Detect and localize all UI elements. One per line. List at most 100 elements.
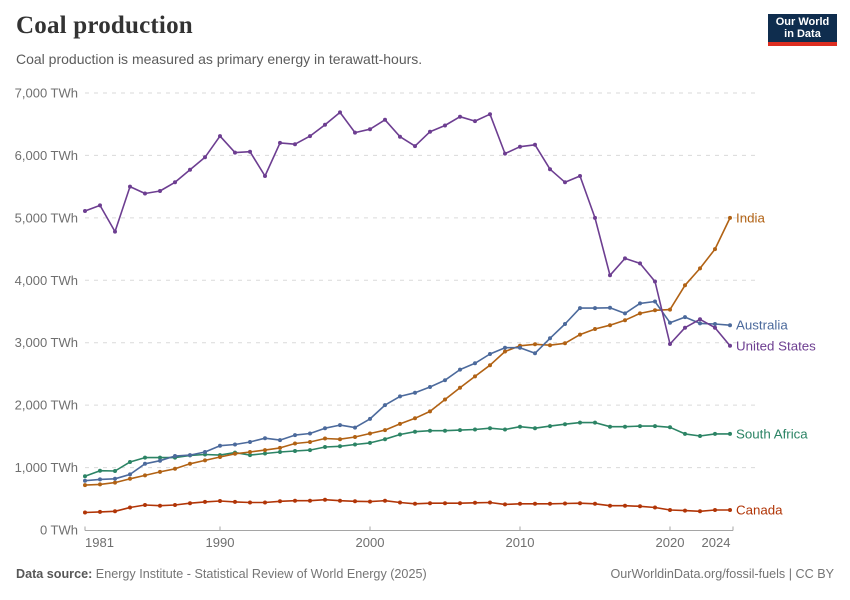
data-point-united-states-2024: [728, 343, 732, 348]
data-point-canada-2008: [488, 500, 492, 505]
data-point-south-africa-1999: [353, 442, 357, 447]
data-point-south-africa-1995: [293, 449, 297, 453]
data-source-label: Data source:: [16, 567, 93, 581]
series-label-australia[interactable]: Australia: [736, 318, 788, 333]
series-label-united-states[interactable]: United States: [736, 338, 816, 353]
license-label: CC BY: [795, 567, 835, 581]
data-point-india-2016: [608, 323, 612, 328]
data-point-australia-1999: [353, 425, 357, 430]
data-point-india-2022: [698, 266, 702, 271]
x-axis-label-1990: 1990: [206, 535, 235, 550]
data-point-united-states-1996: [308, 134, 312, 139]
data-point-australia-1989: [203, 450, 207, 454]
data-point-south-africa-1986: [158, 455, 162, 460]
data-point-india-2013: [563, 341, 567, 346]
data-point-canada-2011: [533, 501, 537, 506]
data-point-india-2008: [488, 363, 492, 368]
data-point-australia-1990: [218, 443, 222, 448]
data-point-canada-1983: [113, 509, 117, 514]
data-point-united-states-2019: [653, 279, 657, 284]
data-point-canada-2003: [413, 501, 417, 506]
data-point-united-states-2010: [518, 144, 522, 149]
data-point-south-africa-2006: [458, 428, 462, 433]
data-point-canada-1988: [188, 501, 192, 506]
owid-url-link[interactable]: OurWorldinData.org/fossil-fuels: [610, 567, 786, 581]
data-point-australia-2016: [608, 305, 612, 310]
data-point-south-africa-2001: [383, 437, 387, 442]
data-point-south-africa-1984: [128, 460, 132, 464]
owid-logo[interactable]: Our World in Data: [768, 14, 837, 46]
series-label-south-africa[interactable]: South Africa: [736, 426, 808, 441]
data-point-india-2011: [533, 342, 537, 347]
data-point-south-africa-2009: [503, 427, 507, 432]
data-point-canada-2001: [383, 498, 387, 503]
data-point-south-africa-2016: [608, 424, 612, 429]
data-point-united-states-2004: [428, 129, 432, 134]
x-axis-label-2000: 2000: [356, 535, 385, 550]
series-label-india[interactable]: India: [736, 210, 765, 225]
data-point-united-states-2001: [383, 117, 387, 122]
data-point-australia-2013: [563, 322, 567, 326]
data-point-united-states-1997: [323, 122, 327, 127]
data-point-south-africa-1982: [98, 468, 102, 473]
data-point-canada-1981: [83, 510, 87, 515]
data-point-india-2000: [368, 431, 372, 436]
series-line-canada: [84, 498, 731, 514]
series-points-canada: [83, 497, 732, 515]
data-point-india-1985: [143, 473, 147, 478]
data-point-south-africa-1981: [83, 474, 87, 479]
data-point-canada-2009: [503, 502, 507, 507]
series-canada: Canada: [83, 497, 783, 518]
data-point-south-africa-1992: [248, 453, 252, 458]
data-point-canada-1989: [203, 499, 207, 504]
series-australia: Australia: [83, 299, 788, 483]
data-point-south-africa-2008: [488, 426, 492, 431]
data-point-india-2004: [428, 409, 432, 414]
data-point-south-africa-1985: [143, 455, 147, 460]
data-point-canada-1998: [338, 498, 342, 503]
data-point-south-africa-2004: [428, 428, 432, 433]
data-point-australia-2001: [383, 403, 387, 408]
data-point-united-states-2005: [443, 123, 447, 128]
data-point-canada-2013: [563, 501, 567, 506]
series-points-united-states: [83, 110, 732, 348]
data-point-australia-1984: [128, 472, 132, 477]
data-point-south-africa-1983: [113, 469, 117, 473]
series-points-south-africa: [83, 420, 732, 479]
data-point-united-states-1988: [188, 167, 192, 172]
data-point-south-africa-2021: [683, 431, 687, 436]
data-point-australia-1996: [308, 431, 312, 436]
data-point-united-states-2022: [698, 317, 702, 322]
data-point-india-1990: [218, 455, 222, 459]
data-point-canada-2012: [548, 501, 552, 506]
data-point-canada-2022: [698, 509, 702, 514]
y-axis-label-7000: 7,000 TWh: [15, 86, 78, 101]
data-point-united-states-2016: [608, 273, 612, 278]
data-point-united-states-2012: [548, 167, 552, 172]
data-point-united-states-2020: [668, 342, 672, 346]
data-point-south-africa-2014: [578, 420, 582, 425]
data-point-australia-1995: [293, 433, 297, 438]
data-point-south-africa-1994: [278, 450, 282, 454]
data-point-united-states-1982: [98, 203, 102, 208]
series-line-australia: [84, 300, 731, 482]
data-point-united-states-1994: [278, 140, 282, 145]
data-point-united-states-1998: [338, 110, 342, 115]
data-point-south-africa-2010: [518, 424, 522, 429]
data-point-united-states-1983: [113, 229, 117, 234]
data-point-south-africa-1998: [338, 444, 342, 449]
data-point-canada-2010: [518, 501, 522, 506]
series-label-canada[interactable]: Canada: [736, 503, 783, 518]
data-point-australia-1998: [338, 423, 342, 428]
data-point-canada-1991: [233, 499, 237, 504]
data-point-india-1987: [173, 466, 177, 471]
data-point-australia-2019: [653, 299, 657, 304]
data-point-australia-1986: [158, 458, 162, 463]
footer-divider: |: [785, 567, 796, 581]
data-point-south-africa-2020: [668, 425, 672, 430]
y-axis-label-4000: 4,000 TWh: [15, 273, 78, 288]
data-point-canada-2020: [668, 508, 672, 512]
data-point-canada-1990: [218, 499, 222, 503]
data-point-canada-2015: [593, 501, 597, 506]
data-point-india-1993: [263, 448, 267, 453]
